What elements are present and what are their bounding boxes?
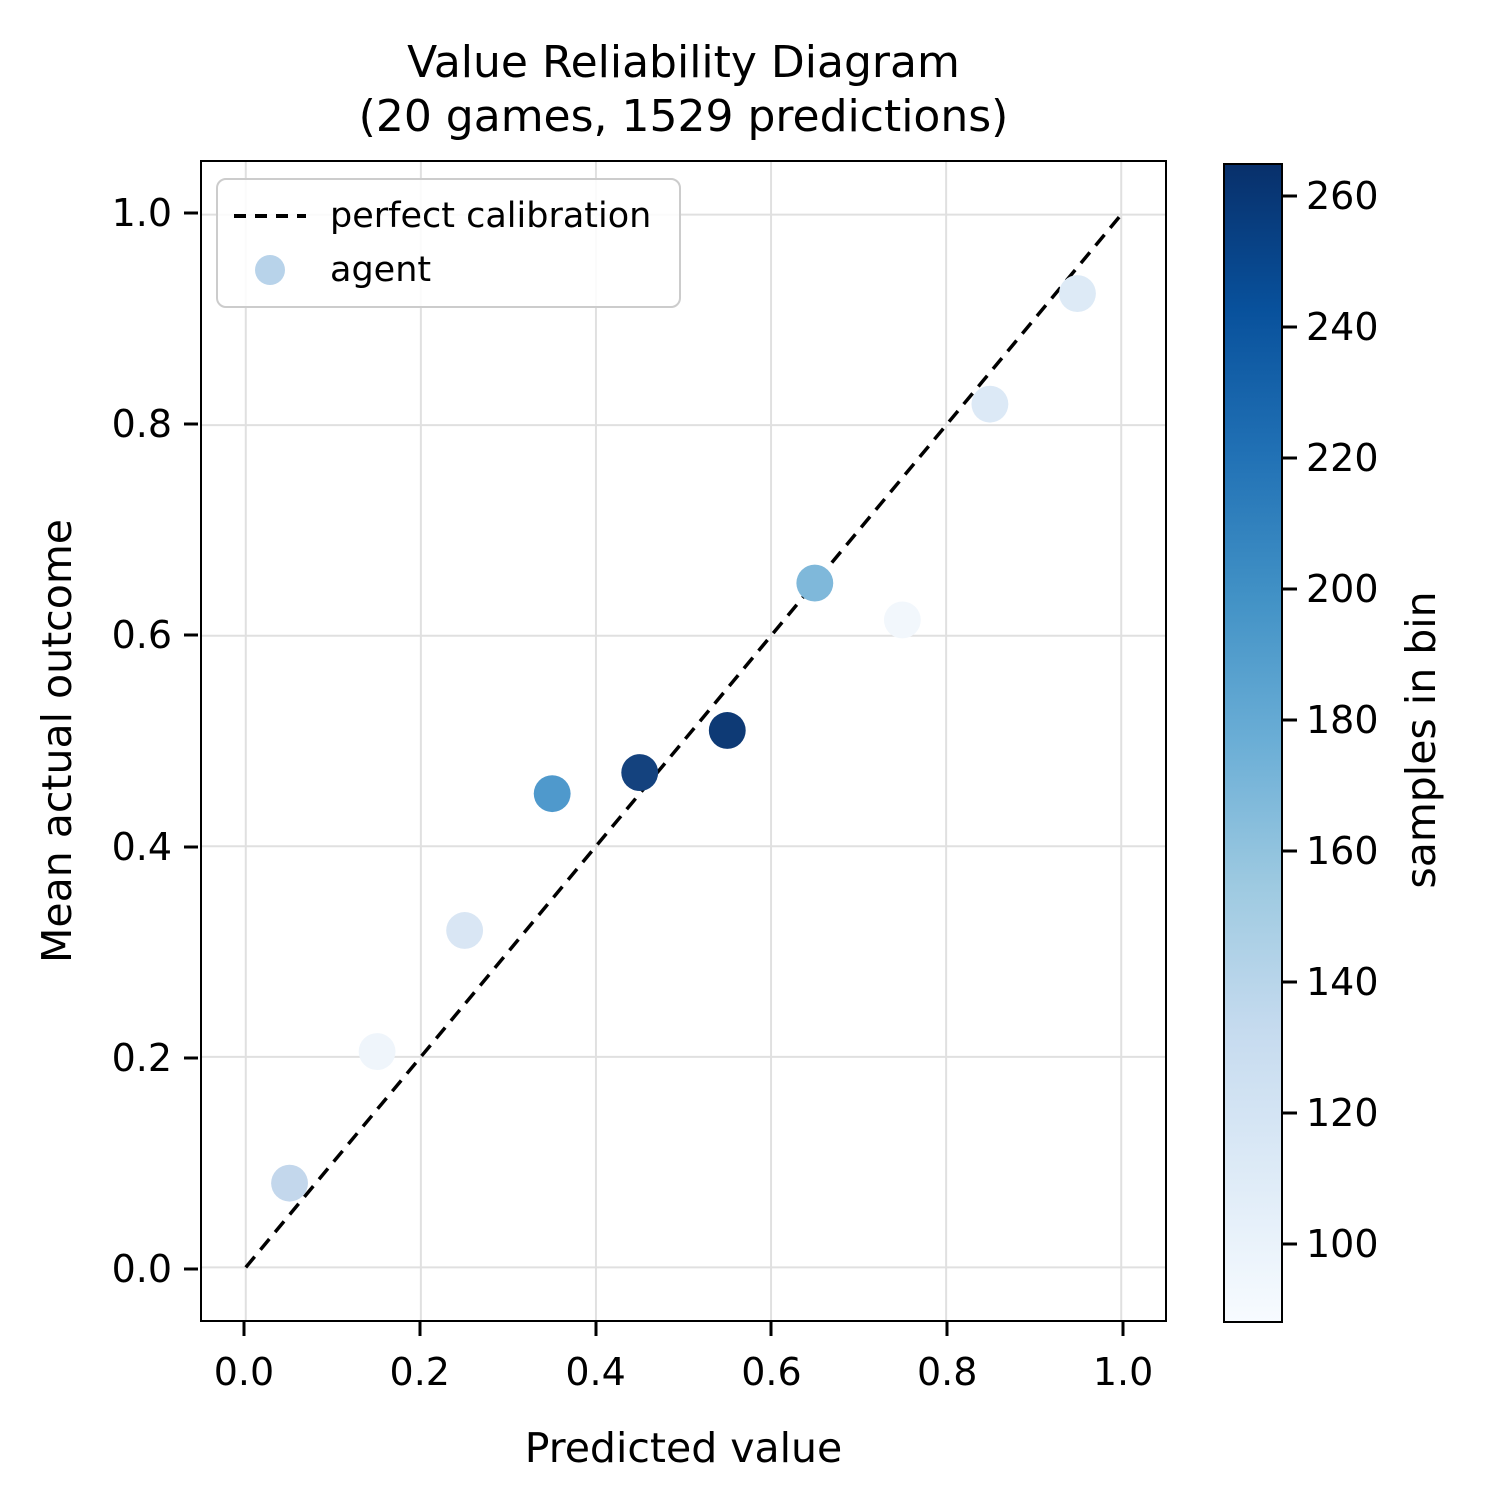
plot-canvas (202, 162, 1165, 1320)
colorbar-tick-mark (1283, 849, 1297, 853)
perfect-calibration-line (244, 213, 1123, 1269)
x-tick-label: 1.0 (1092, 1350, 1154, 1394)
y-tick-mark (184, 1267, 198, 1271)
legend: perfect calibration agent (216, 178, 682, 308)
scatter-point (621, 754, 659, 792)
y-axis-label: Mean actual outcome (33, 519, 81, 963)
colorbar-tick-label: 200 (1306, 566, 1379, 611)
dashed-line-icon (234, 214, 306, 218)
x-tick-mark (945, 1322, 949, 1336)
colorbar-tick-label: 120 (1306, 1091, 1379, 1136)
colorbar-label: samples in bin (1397, 591, 1445, 889)
x-tick-label: 0.6 (741, 1350, 802, 1394)
scatter-dot-icon (255, 255, 285, 285)
chart-title-line1: Value Reliability Diagram (407, 37, 960, 88)
scatter-point (533, 775, 571, 813)
x-tick-mark (594, 1322, 598, 1336)
x-tick-mark (1121, 1322, 1125, 1336)
colorbar (1223, 163, 1283, 1323)
x-tick-mark (769, 1322, 773, 1336)
scatter-point (796, 564, 834, 602)
y-tick-mark (184, 845, 198, 849)
plot-area: perfect calibration agent (200, 160, 1167, 1322)
scatter-point (708, 712, 746, 749)
chart-title-line2: (20 games, 1529 predictions) (358, 90, 1009, 142)
colorbar-tick-mark (1283, 587, 1297, 591)
legend-label-agent: agent (330, 250, 432, 290)
x-tick-label: 0.2 (389, 1350, 450, 1394)
x-tick-label: 0.8 (917, 1350, 978, 1394)
y-tick-label: 0.6 (111, 613, 172, 658)
colorbar-tick-mark (1283, 718, 1297, 722)
chart-title: Value Reliability Diagram (20 games, 152… (200, 36, 1167, 143)
legend-swatch (232, 214, 308, 218)
y-tick-label: 1.0 (111, 190, 172, 235)
colorbar-tick-mark (1283, 325, 1297, 329)
y-tick-mark (184, 1056, 198, 1060)
colorbar-tick-mark (1283, 1111, 1297, 1115)
y-tick-label: 0.4 (111, 824, 172, 869)
y-tick-mark (184, 422, 198, 426)
x-tick-label: 0.4 (565, 1350, 626, 1394)
legend-entry-agent: agent (232, 246, 651, 294)
y-tick-label: 0.8 (111, 402, 172, 447)
colorbar-tick-mark (1283, 194, 1297, 198)
y-tick-label: 0.0 (111, 1247, 172, 1292)
x-tick-mark (242, 1322, 246, 1336)
y-tick-mark (184, 633, 198, 637)
colorbar-tick-mark (1283, 980, 1297, 984)
legend-entry-perfect-calibration: perfect calibration (232, 192, 651, 240)
scatter-point (358, 1033, 396, 1070)
colorbar-tick-label: 260 (1306, 173, 1379, 218)
colorbar-tick-label: 160 (1306, 829, 1379, 874)
colorbar-tick-label: 180 (1306, 698, 1379, 743)
scatter-point (1059, 275, 1096, 313)
y-tick-label: 0.2 (111, 1035, 172, 1080)
colorbar-tick-mark (1283, 456, 1297, 460)
x-axis-label: Predicted value (524, 1424, 843, 1472)
y-tick-mark (184, 211, 198, 215)
x-tick-mark (418, 1322, 422, 1336)
colorbar-tick-label: 100 (1306, 1222, 1379, 1267)
colorbar-tick-label: 240 (1306, 304, 1379, 349)
x-tick-label: 0.0 (213, 1350, 275, 1394)
colorbar-tick-label: 220 (1306, 435, 1379, 480)
colorbar-tick-label: 140 (1306, 960, 1379, 1005)
scatter-point (271, 1164, 308, 1202)
legend-label-perfect-calibration: perfect calibration (330, 196, 652, 236)
scatter-point (883, 601, 921, 639)
scatter-point (446, 912, 484, 949)
legend-swatch (232, 255, 308, 285)
colorbar-tick-mark (1283, 1242, 1297, 1246)
scatter-point (971, 385, 1009, 423)
